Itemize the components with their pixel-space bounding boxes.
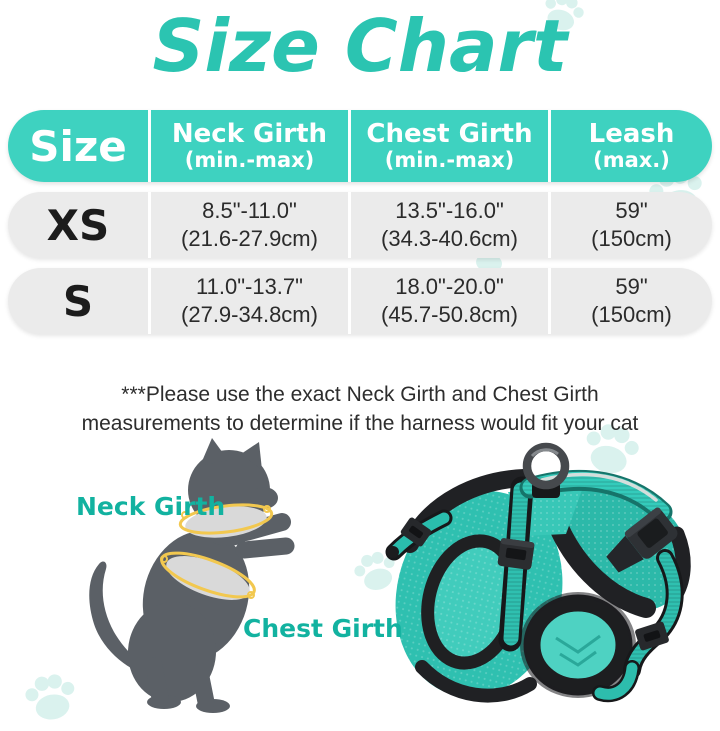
row-s-leash-cm: (150cm) bbox=[591, 302, 672, 327]
table-row-xs: XS 8.5"-11.0" (21.6-27.9cm) 13.5"-16.0" … bbox=[8, 192, 712, 258]
harness-product-photo bbox=[385, 442, 691, 703]
row-xs-size-label: XS bbox=[46, 200, 110, 250]
row-xs-chest-cm: (34.3-40.6cm) bbox=[381, 226, 518, 251]
header-neck-sublabel: (min.-max) bbox=[184, 147, 315, 172]
row-s-chest-inches: 18.0"-20.0" bbox=[395, 274, 504, 300]
header-chest-sublabel: (min.-max) bbox=[384, 147, 515, 172]
fit-note: ***Please use the exact Neck Girth and C… bbox=[0, 381, 720, 439]
neck-girth-label: Neck Girth bbox=[76, 492, 226, 521]
row-xs-size-cell: XS bbox=[8, 192, 148, 258]
header-cell-chest-girth: Chest Girth (min.-max) bbox=[348, 110, 548, 182]
fit-note-line1: ***Please use the exact Neck Girth and C… bbox=[121, 383, 599, 406]
strap-slider-icon bbox=[400, 517, 432, 547]
row-s-neck-inches: 11.0"-13.7" bbox=[196, 274, 303, 300]
row-s-chest-cell: 18.0"-20.0" (45.7-50.8cm) bbox=[348, 268, 548, 334]
row-s-size-cell: S bbox=[8, 268, 148, 334]
header-cell-size: Size bbox=[8, 110, 148, 182]
row-xs-chest-cell: 13.5"-16.0" (34.3-40.6cm) bbox=[348, 192, 548, 258]
header-size-label: Size bbox=[29, 121, 127, 171]
row-xs-chest-inches: 13.5"-16.0" bbox=[395, 198, 504, 224]
row-s-leash-cell: 59" (150cm) bbox=[548, 268, 712, 334]
row-xs-neck-cm: (21.6-27.9cm) bbox=[181, 226, 318, 251]
chest-girth-label: Chest Girth bbox=[243, 614, 403, 643]
buckle-icon bbox=[606, 507, 678, 573]
table-row-s: S 11.0"-13.7" (27.9-34.8cm) 18.0"-20.0" … bbox=[8, 268, 712, 334]
row-s-leash-inches: 59" bbox=[615, 274, 648, 300]
header-neck-label: Neck Girth bbox=[171, 118, 328, 149]
row-s-neck-cm: (27.9-34.8cm) bbox=[181, 302, 318, 327]
header-chest-label: Chest Girth bbox=[366, 118, 533, 149]
d-ring-icon bbox=[522, 442, 570, 490]
row-xs-neck-inches: 8.5"-11.0" bbox=[202, 198, 297, 224]
cat-measurement-diagram bbox=[89, 438, 295, 713]
header-cell-neck-girth: Neck Girth (min.-max) bbox=[148, 110, 348, 182]
header-leash-label: Leash bbox=[588, 118, 675, 149]
row-xs-leash-cm: (150cm) bbox=[591, 226, 672, 251]
header-cell-leash: Leash (max.) bbox=[548, 110, 712, 182]
row-s-size-label: S bbox=[62, 276, 94, 326]
row-s-chest-cm: (45.7-50.8cm) bbox=[381, 302, 518, 327]
size-table-header-row: Size Neck Girth (min.-max) Chest Girth (… bbox=[8, 110, 712, 182]
row-xs-leash-cell: 59" (150cm) bbox=[548, 192, 712, 258]
page-title: Size Chart bbox=[152, 4, 568, 88]
strap-slider-icon bbox=[635, 621, 669, 651]
row-xs-leash-inches: 59" bbox=[615, 198, 648, 224]
header-leash-sublabel: (max.) bbox=[593, 147, 670, 172]
strap-slider-icon bbox=[497, 538, 535, 570]
fit-note-line2: measurements to determine if the harness… bbox=[81, 411, 639, 435]
row-s-neck-cell: 11.0"-13.7" (27.9-34.8cm) bbox=[148, 268, 348, 334]
row-xs-neck-cell: 8.5"-11.0" (21.6-27.9cm) bbox=[148, 192, 348, 258]
